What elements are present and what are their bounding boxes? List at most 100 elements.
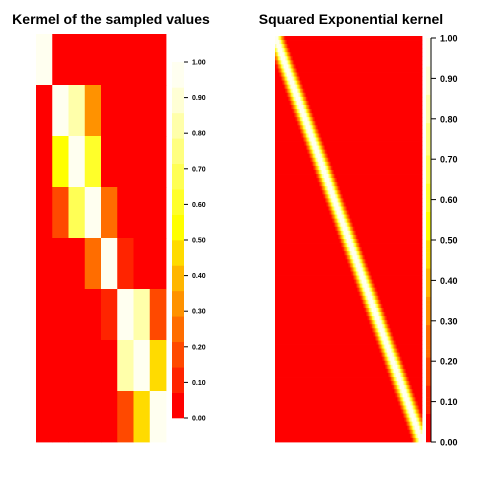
heatmap-cell [341,239,344,244]
heatmap-cell [280,68,283,73]
heatmap-cell [319,174,321,179]
heatmap-cell [342,247,345,252]
heatmap-cell [320,145,323,151]
colorbar-ticks-sampled-kernel: 0.00 0.10 0.20 0.30 0.40 0.50 0.60 0.70 0.80 0.90… [184,60,206,423]
heatmap-cell [324,182,327,187]
heatmap-cell [360,287,363,293]
heatmap-cell [360,255,363,260]
heatmap-cell [275,133,302,138]
heatmap-cell [388,332,391,337]
heatmap-cell [377,328,380,333]
heatmap-cell [411,385,423,390]
heatmap-cell [392,336,395,341]
colorbar-slice [426,276,431,281]
heatmap-cell [398,393,401,398]
heatmap-cell [360,275,366,280]
heatmap-cell [283,84,286,90]
heatmap-cell [277,48,283,53]
heatmap-cell [380,332,386,337]
colorbar-slice [426,42,431,47]
heatmap-cell [354,234,357,240]
heatmap-cell [335,206,341,211]
heatmap-cell [357,275,360,280]
heatmap-cell [417,405,420,410]
heatmap-cell [410,381,423,386]
colorbar-slice [426,409,431,415]
colorbar-tick-label: 0.40 [192,273,206,280]
heatmap-cell [358,287,361,293]
heatmap-cell [355,267,358,272]
heatmap-cell [355,239,358,244]
heatmap-cell [349,255,352,260]
heatmap-cell [385,312,423,317]
heatmap-cell [326,202,329,207]
heatmap-cell [399,352,423,358]
heatmap-cell [294,113,296,118]
heatmap-cell [275,36,279,41]
heatmap-cell [297,80,299,86]
heatmap-cell [333,210,336,216]
heatmap-cell [407,425,410,431]
heatmap-cell [305,105,308,110]
heatmap-cell [333,222,336,228]
heatmap-cell [355,251,358,256]
heatmap-cell [295,76,298,82]
heatmap-cell [68,391,86,443]
heatmap-cell [386,320,389,325]
heatmap-cell [313,145,319,151]
heatmap-cell [319,165,321,171]
heatmap-cell [285,36,423,41]
heatmap-cell [389,356,395,362]
heatmap-cell [361,283,364,289]
heatmap-cell [413,425,416,431]
heatmap-cell [317,161,320,167]
heatmap-cell [319,149,321,155]
heatmap-cell [275,340,377,345]
heatmap-cell [419,409,421,414]
heatmap-cell [382,336,388,341]
heatmap-cell [405,401,411,406]
heatmap-cell [344,239,346,244]
heatmap-cell [301,133,304,138]
heatmap-cell [289,96,292,102]
heatmap-cell [380,316,383,321]
heatmap-cell [276,56,279,61]
heatmap-cell [299,92,302,98]
heatmap-cell [283,44,286,49]
heatmap-cell [395,372,401,378]
heatmap-cell [398,385,401,390]
heatmap-cell [414,397,417,402]
heatmap-cell [363,303,366,309]
colorbar-slice [426,82,431,87]
heatmap-cell [361,247,423,252]
heatmap-cell [354,243,357,248]
heatmap-cell [363,299,366,305]
heatmap-cell [286,44,289,49]
colorbar-block [172,392,184,419]
colorbar-tick-label: 0.10 [192,380,206,387]
heatmap-cell [389,336,392,341]
heatmap-cell [364,267,367,272]
heatmap-cell [338,194,341,199]
heatmap-cell [335,214,338,220]
heatmap-cell [275,332,374,337]
heatmap-cell [292,109,295,114]
heatmap-cell [389,332,392,337]
colorbar-slice [426,134,431,140]
heatmap-cell [397,364,399,370]
heatmap-cell [391,381,393,386]
heatmap-cell [332,210,335,216]
heatmap-cell [344,210,346,216]
heatmap-cell [417,417,420,423]
heatmap-cell [308,153,311,159]
colorbar-block [172,214,184,241]
heatmap-cell [386,332,389,337]
heatmap-cell [399,393,402,398]
heatmap-cell [411,437,414,443]
heatmap-cell [401,393,404,398]
heatmap-cell [301,92,304,98]
heatmap-cell [405,421,408,427]
heatmap-cell [411,401,414,406]
heatmap-cell [275,299,363,305]
heatmap-cell [413,393,416,398]
